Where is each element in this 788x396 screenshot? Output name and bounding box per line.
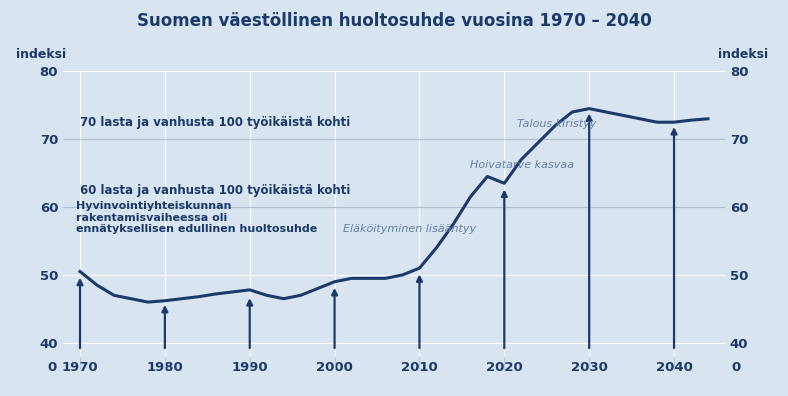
Text: 0: 0	[47, 361, 57, 374]
Text: 70 lasta ja vanhusta 100 työikäistä kohti: 70 lasta ja vanhusta 100 työikäistä koht…	[80, 116, 350, 129]
Text: 0: 0	[731, 361, 741, 374]
Text: indeksi: indeksi	[718, 48, 768, 61]
Text: Talous kiristyy: Talous kiristyy	[517, 119, 597, 129]
Text: Hoivatarve kasvaa: Hoivatarve kasvaa	[470, 160, 574, 170]
Text: Eläköityminen lisääntyy: Eläköityminen lisääntyy	[343, 224, 476, 234]
Text: 60 lasta ja vanhusta 100 työikäistä kohti: 60 lasta ja vanhusta 100 työikäistä koht…	[80, 184, 351, 197]
Text: Hyvinvointiyhteiskunnan
rakentamisvaiheessa oli
ennätyksellisen edullinen huolto: Hyvinvointiyhteiskunnan rakentamisvaihee…	[76, 201, 317, 234]
Text: indeksi: indeksi	[16, 48, 66, 61]
Text: Suomen väestöllinen huoltosuhde vuosina 1970 – 2040: Suomen väestöllinen huoltosuhde vuosina …	[136, 12, 652, 30]
